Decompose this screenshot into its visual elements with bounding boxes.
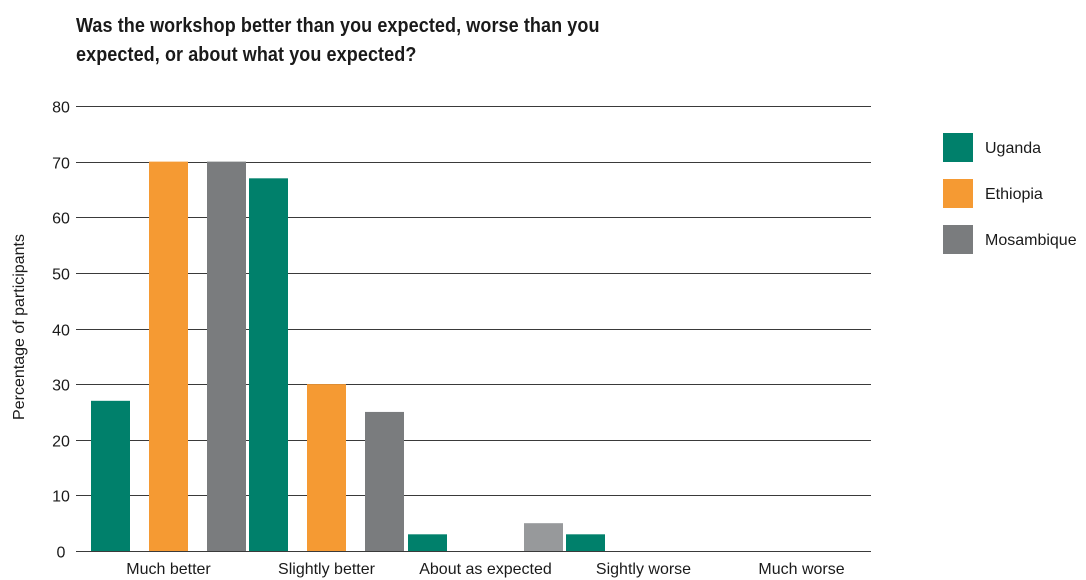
y-tick-label-80: 80 xyxy=(52,100,70,117)
bars xyxy=(91,161,605,551)
chart-title: Was the workshop better than you expecte… xyxy=(76,15,600,66)
bar-uganda-2 xyxy=(249,178,288,551)
legend-swatch-mosambique xyxy=(943,225,973,254)
legend-label-uganda: Uganda xyxy=(985,140,1041,157)
legend-swatch-ethiopia xyxy=(943,179,973,208)
legend-label-ethiopia: Ethiopia xyxy=(985,186,1043,203)
bar-uganda-3 xyxy=(408,534,447,551)
bar-uganda-1 xyxy=(91,400,130,551)
legend: Uganda Ethiopia Mosambique xyxy=(943,133,1077,254)
x-tick-label-2: Slightly better xyxy=(278,561,376,578)
y-tick-label-0: 0 xyxy=(57,545,66,562)
legend-swatch-uganda xyxy=(943,133,973,162)
bar-ethiopia-1 xyxy=(149,161,188,551)
y-tick-label-30: 30 xyxy=(52,378,70,395)
x-tick-label-3: About as expected xyxy=(419,561,552,578)
y-tick-label-40: 40 xyxy=(52,323,70,340)
legend-label-mosambique: Mosambique xyxy=(985,232,1077,249)
grid-lines xyxy=(76,106,871,552)
y-tick-label-60: 60 xyxy=(52,211,70,228)
y-axis-label: Percentage of participants xyxy=(11,234,28,420)
x-tick-label-1: Much better xyxy=(126,561,211,578)
y-tick-labels: 0 10 20 30 40 50 60 70 80 xyxy=(52,100,70,562)
y-tick-label-10: 10 xyxy=(52,489,70,506)
bar-ethiopia-2 xyxy=(307,384,346,551)
x-tick-labels: Much better Slightly better About as expec… xyxy=(126,561,844,578)
x-tick-label-4: Sightly worse xyxy=(596,561,691,578)
bar-uganda-4 xyxy=(566,534,605,551)
x-tick-label-5: Much worse xyxy=(758,561,844,578)
bar-mosambique-3 xyxy=(524,523,563,551)
y-tick-label-70: 70 xyxy=(52,156,70,173)
y-tick-label-50: 50 xyxy=(52,267,70,284)
y-tick-label-20: 20 xyxy=(52,434,70,451)
bar-mosambique-1 xyxy=(207,161,246,551)
bar-mosambique-2 xyxy=(365,411,404,551)
